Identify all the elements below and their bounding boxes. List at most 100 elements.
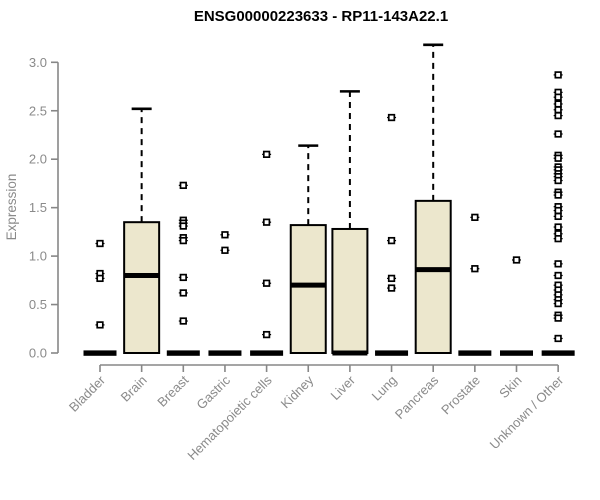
outlier-point-bladder: [95, 274, 105, 283]
outlier-point-unknown-other: [553, 100, 563, 108]
outlier-point-breast: [178, 181, 188, 190]
outlier-point-unknown-other: [553, 212, 563, 221]
x-tick-label: Gastric: [193, 372, 233, 412]
collapsed-box-lung: [375, 350, 409, 356]
outlier-square: [554, 260, 562, 268]
outlier-point-unknown-other: [553, 271, 563, 280]
outlier-point-prostate: [470, 265, 480, 273]
outlier-square: [221, 231, 229, 239]
outlier-point-breast: [178, 273, 188, 282]
box-kidney: [289, 224, 327, 354]
plot-area: [83, 43, 575, 356]
outlier-square: [554, 206, 562, 215]
outlier-point-skin: [512, 256, 521, 264]
outlier-square: [554, 299, 562, 308]
collapsed-box-bladder: [83, 350, 117, 356]
collapsed-box-breast: [166, 350, 200, 356]
outlier-square: [96, 239, 104, 248]
outlier-point-unknown-other: [553, 191, 563, 199]
outlier-square: [387, 274, 396, 283]
outlier-square: [512, 256, 521, 264]
outlier-square: [221, 246, 229, 254]
box-pancreas: [414, 199, 452, 354]
chart-title: ENSG00000223633 - RP11-143A22.1: [194, 8, 448, 25]
y-tick-label: 0.0: [29, 346, 47, 361]
outlier-square: [554, 223, 562, 231]
outlier-point-hematopoietic-cells: [262, 218, 272, 226]
outlier-point-gastric: [220, 231, 230, 239]
outlier-point-lung: [387, 274, 397, 283]
y-tick-label: 2.0: [29, 152, 47, 167]
outlier-point-unknown-other: [553, 334, 563, 343]
outlier-square: [262, 279, 271, 287]
outlier-square: [554, 111, 562, 120]
x-tick-label: Brain: [118, 373, 150, 405]
outlier-square: [471, 213, 479, 221]
outlier-square: [554, 235, 562, 243]
outlier-square: [179, 317, 187, 325]
y-axis-title: Expression: [4, 174, 19, 241]
outlier-point-lung: [387, 113, 397, 122]
outlier-square: [554, 93, 562, 101]
collapsed-box-hematopoietic-cells: [250, 350, 284, 356]
x-tick-label: Liver: [327, 372, 358, 403]
outlier-point-prostate: [470, 213, 480, 221]
outlier-square: [471, 265, 479, 273]
outlier-square: [179, 222, 187, 230]
outlier-square: [387, 113, 396, 122]
outlier-point-hematopoietic-cells: [262, 279, 272, 287]
outlier-point-unknown-other: [553, 154, 563, 162]
outlier-point-lung: [387, 236, 397, 245]
outlier-square: [554, 271, 562, 280]
outlier-point-unknown-other: [553, 260, 563, 268]
outlier-point-unknown-other: [553, 111, 563, 120]
outlier-point-unknown-other: [553, 130, 563, 138]
x-tick-label: Bladder: [66, 372, 109, 415]
outlier-point-bladder: [95, 239, 105, 248]
collapsed-box-unknown-other: [541, 350, 575, 356]
outlier-point-lung: [387, 284, 397, 292]
outlier-square: [554, 176, 562, 185]
y-tick-label: 1.5: [29, 200, 47, 215]
outlier-square: [262, 218, 271, 226]
outlier-square: [262, 330, 271, 339]
x-tick-label: Skin: [496, 373, 524, 401]
y-tick-label: 2.5: [29, 103, 47, 118]
outlier-square: [387, 284, 396, 292]
outlier-point-breast: [178, 236, 188, 245]
outlier-point-unknown-other: [553, 314, 563, 322]
outlier-square: [96, 274, 104, 283]
collapsed-box-prostate: [458, 350, 492, 356]
outlier-point-unknown-other: [553, 235, 563, 243]
outlier-square: [554, 212, 562, 221]
outlier-point-breast: [178, 317, 188, 325]
outlier-point-unknown-other: [553, 176, 563, 185]
box-liver: [331, 227, 369, 354]
x-tick-label: Kidney: [278, 372, 317, 411]
outlier-square: [179, 273, 187, 282]
x-tick-label: Prostate: [438, 373, 483, 418]
outlier-square: [554, 314, 562, 322]
collapsed-box-skin: [500, 350, 533, 356]
box-brain: [123, 221, 161, 354]
x-tick-label: Unknown / Other: [487, 372, 567, 452]
outlier-point-bladder: [95, 321, 105, 329]
outlier-square: [179, 236, 187, 245]
outlier-square: [554, 154, 562, 162]
outlier-square: [387, 236, 396, 245]
outlier-square: [554, 191, 562, 199]
outlier-point-hematopoietic-cells: [262, 150, 272, 159]
x-tick-label: Pancreas: [392, 372, 442, 422]
outlier-point-breast: [178, 222, 188, 230]
collapsed-box-gastric: [208, 350, 242, 356]
outlier-square: [554, 100, 562, 108]
outlier-point-unknown-other: [553, 71, 563, 79]
outlier-point-unknown-other: [553, 223, 563, 231]
y-tick-label: 3.0: [29, 55, 47, 70]
x-tick-label: Breast: [154, 372, 191, 409]
outlier-square: [96, 321, 104, 329]
outlier-point-breast: [178, 289, 188, 297]
outlier-point-unknown-other: [553, 106, 563, 114]
